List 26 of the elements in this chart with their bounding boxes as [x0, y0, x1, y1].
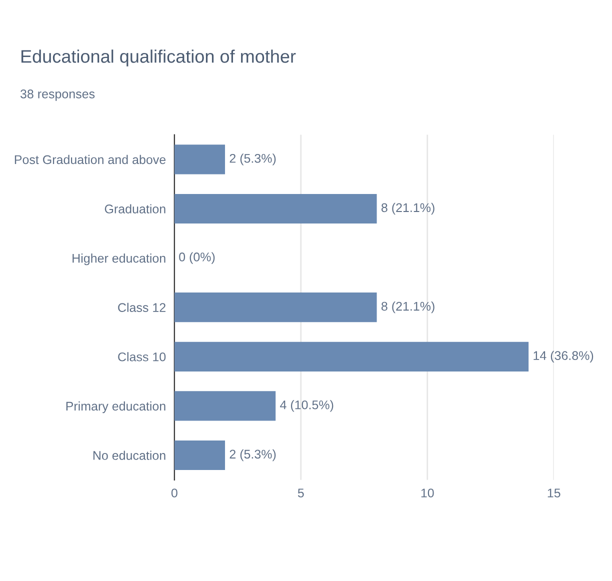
y-tick-label: Post Graduation and above [14, 154, 166, 164]
x-tick-label: 5 [298, 488, 304, 498]
bar [174, 194, 377, 224]
bar [174, 391, 276, 421]
bar [174, 292, 377, 322]
data-label: 14 (36.8%) [534, 350, 594, 362]
data-label: 8 (21.1%) [382, 302, 434, 314]
y-tick-label: Class 10 [118, 352, 166, 362]
y-tick-label: No education [93, 450, 166, 460]
y-tick-label: Primary education [66, 401, 166, 414]
x-tick-label: 15 [548, 488, 560, 498]
bar [174, 144, 226, 174]
bar [174, 440, 226, 470]
data-label: 4 (10.5%) [280, 400, 334, 412]
y-tick-label: Graduation [104, 204, 166, 214]
text: 38 responses [20, 90, 95, 101]
data-label: 0 (0%) [179, 252, 215, 264]
chart-title: Educational qualification of mother [21, 50, 296, 66]
data-label: 2 (5.3%) [230, 449, 276, 462]
y-tick-label: Higher education [72, 254, 166, 266]
data-label: 2 (5.3%) [230, 154, 276, 166]
bar [174, 342, 529, 372]
x-tick-label: 10 [421, 488, 434, 498]
data-label: 8 (21.1%) [382, 202, 434, 215]
y-tick-label: Class 12 [118, 302, 166, 312]
x-tick-label: 0 [171, 488, 178, 498]
